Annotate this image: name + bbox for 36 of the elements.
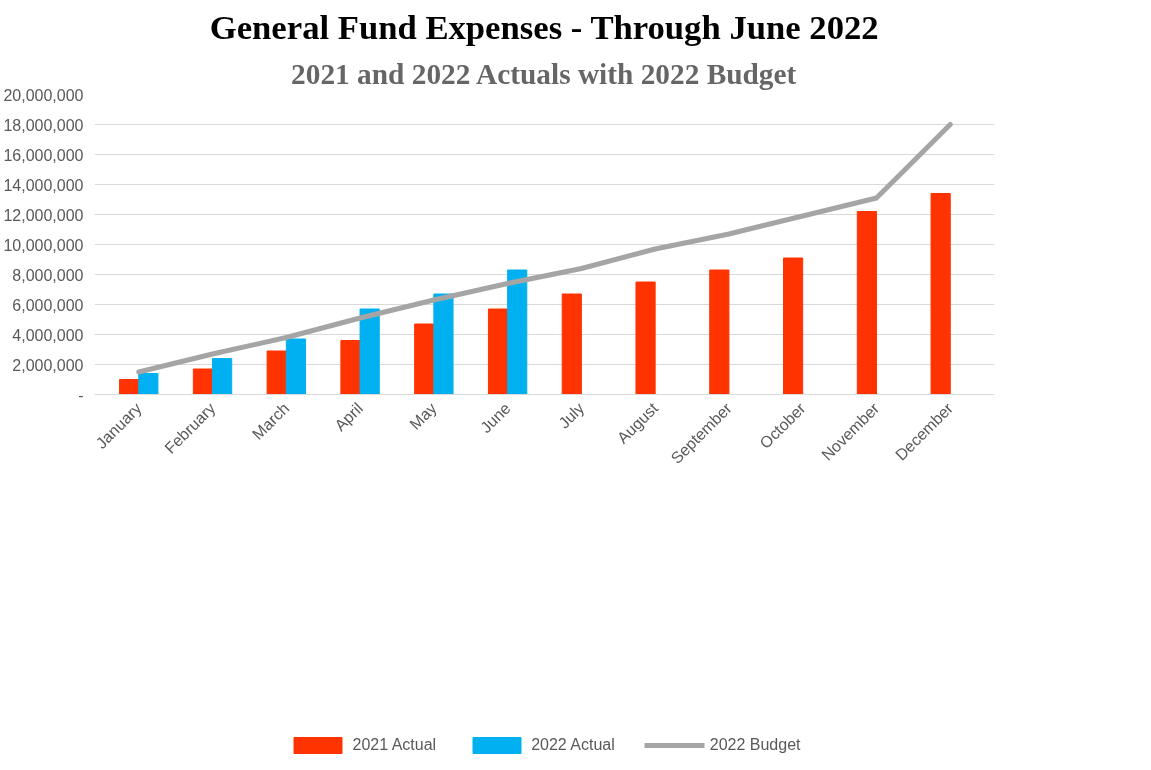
bar [138, 373, 159, 395]
y-tick-label: 16,000,000 [3, 146, 84, 164]
y-tick-label: 4,000,000 [12, 326, 84, 344]
bar [266, 350, 287, 395]
bar [709, 269, 730, 395]
bar [359, 308, 380, 395]
chart-subtitle: 2021 and 2022 Actuals with 2022 Budget [291, 57, 797, 90]
y-tick-label: - [78, 386, 84, 404]
bar [433, 293, 454, 395]
bar [340, 340, 361, 395]
bar [487, 308, 509, 395]
bar [192, 368, 214, 395]
y-tick-label: 8,000,000 [12, 266, 84, 284]
bar [856, 211, 877, 395]
bar [507, 269, 528, 395]
y-tick-label: 20,000,000 [3, 86, 84, 104]
y-tick-label: 10,000,000 [3, 236, 84, 254]
bar [635, 281, 656, 395]
x-tick-label: July [555, 399, 588, 432]
y-tick-label: 12,000,000 [3, 206, 84, 224]
bar [285, 338, 306, 395]
y-tick-label: 14,000,000 [3, 176, 84, 194]
bar [212, 358, 233, 395]
bar [561, 293, 582, 395]
legend-label: 2021 Actual [352, 736, 437, 754]
bar [783, 257, 804, 395]
x-tick-label: May [406, 399, 440, 433]
y-tick-label: 2,000,000 [12, 356, 84, 374]
bar [414, 323, 435, 395]
y-tick-label: 6,000,000 [12, 296, 84, 314]
y-tick-label: 18,000,000 [3, 116, 84, 134]
bar [930, 193, 951, 395]
bar [119, 379, 140, 395]
legend-label: 2022 Budget [709, 736, 801, 754]
legend-label: 2022 Actual [531, 736, 615, 754]
chart-title: General Fund Expenses - Through June 2022 [209, 7, 879, 46]
